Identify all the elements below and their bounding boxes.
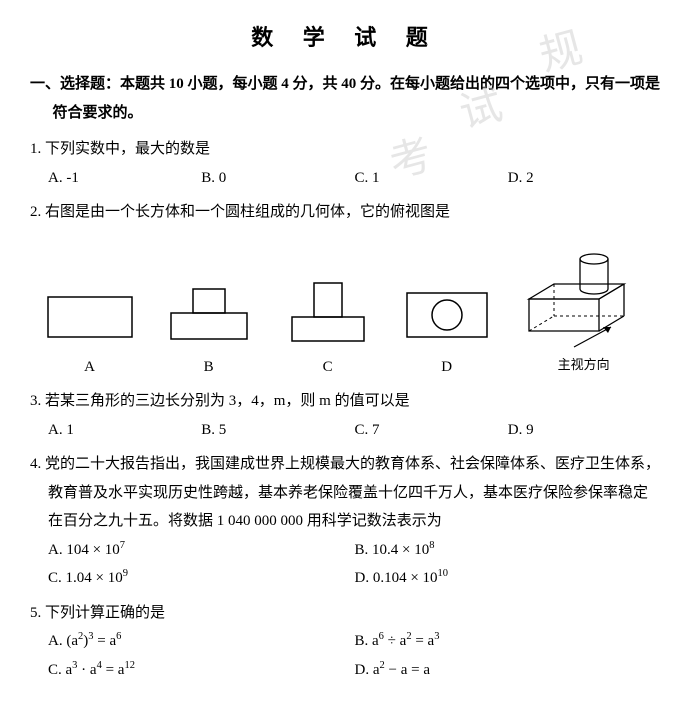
q2-fig-a: [30, 279, 149, 349]
q5-opt-d: D. a2 − a = a: [355, 656, 662, 685]
q5-text: 下列计算正确的是: [45, 605, 165, 621]
question-1: 1. 下列实数中，最大的数是 A. -1 B. 0 C. 1 D. 2: [30, 135, 661, 192]
q2-lab-c: C: [268, 353, 387, 382]
q5-options-row2: C. a3 · a4 = a12 D. a2 − a = a: [30, 656, 661, 685]
q5-opt-c: C. a3 · a4 = a12: [48, 656, 355, 685]
q3-text: 若某三角形的三边长分别为 3，4，m，则 m 的值可以是: [45, 393, 410, 409]
q3-num: 3.: [30, 393, 41, 409]
q1-opt-c: C. 1: [355, 164, 508, 193]
q1-opt-a: A. -1: [48, 164, 201, 193]
q4-text: 党的二十大报告指出，我国建成世界上规模最大的教育体系、社会保障体系、医疗卫生体系…: [45, 456, 660, 529]
q2-fig-c: [268, 279, 387, 349]
q4-num: 4.: [30, 456, 41, 472]
q4-opt-d: D. 0.104 × 1010: [355, 564, 662, 593]
q2-label-row: A B C D 主视方向: [30, 353, 661, 382]
q2-figure-row: [30, 239, 661, 349]
page-title: 数 学 试 题: [30, 20, 661, 52]
q3-opt-b: B. 5: [201, 416, 354, 445]
question-2: 2. 右图是由一个长方体和一个圆柱组成的几何体，它的俯视图是: [30, 198, 661, 381]
q3-options: A. 1 B. 5 C. 7 D. 9: [30, 416, 661, 445]
q3-opt-a: A. 1: [48, 416, 201, 445]
q2-lab-d: D: [387, 353, 506, 382]
exam-page: 规 试 考 数 学 试 题 一、选择题：本题共 10 小题，每小题 4 分，共 …: [0, 0, 691, 720]
q3-opt-d: D. 9: [508, 416, 661, 445]
q3-opt-c: C. 7: [355, 416, 508, 445]
q2-lab-b: B: [149, 353, 268, 382]
q4-opt-c: C. 1.04 × 109: [48, 564, 355, 593]
q5-opt-a: A. (a2)3 = a6: [48, 627, 355, 656]
q2-text: 右图是由一个长方体和一个圆柱组成的几何体，它的俯视图是: [45, 204, 450, 220]
q1-opt-d: D. 2: [508, 164, 661, 193]
q4-options-row1: A. 104 × 107 B. 10.4 × 108: [30, 536, 661, 565]
fig-b-svg: [159, 279, 259, 349]
q1-num: 1.: [30, 141, 41, 157]
q4-opt-a: A. 104 × 107: [48, 536, 355, 565]
solid-svg: [519, 239, 649, 349]
q4-opt-b: B. 10.4 × 108: [355, 536, 662, 565]
question-4: 4. 党的二十大报告指出，我国建成世界上规模最大的教育体系、社会保障体系、医疗卫…: [30, 450, 661, 593]
q2-fig-d: [387, 279, 506, 349]
q5-options-row1: A. (a2)3 = a6 B. a6 ÷ a2 = a3: [30, 627, 661, 656]
fig-d-svg: [397, 279, 497, 349]
q1-options: A. -1 B. 0 C. 1 D. 2: [30, 164, 661, 193]
fig-c-svg: [278, 279, 378, 349]
q2-fig-b: [149, 279, 268, 349]
q1-text: 下列实数中，最大的数是: [45, 141, 210, 157]
q1-opt-b: B. 0: [201, 164, 354, 193]
question-3: 3. 若某三角形的三边长分别为 3，4，m，则 m 的值可以是 A. 1 B. …: [30, 387, 661, 444]
question-5: 5. 下列计算正确的是 A. (a2)3 = a6 B. a6 ÷ a2 = a…: [30, 599, 661, 685]
q2-fig-solid: [506, 239, 661, 349]
fig-a-svg: [40, 279, 140, 349]
q2-lab-view: 主视方向: [506, 353, 661, 382]
q2-lab-a: A: [30, 353, 149, 382]
q5-num: 5.: [30, 605, 41, 621]
section-header: 一、选择题：本题共 10 小题，每小题 4 分，共 40 分。在每小题给出的四个…: [30, 70, 661, 127]
q2-num: 2.: [30, 204, 41, 220]
q4-options-row2: C. 1.04 × 109 D. 0.104 × 1010: [30, 564, 661, 593]
q5-opt-b: B. a6 ÷ a2 = a3: [355, 627, 662, 656]
